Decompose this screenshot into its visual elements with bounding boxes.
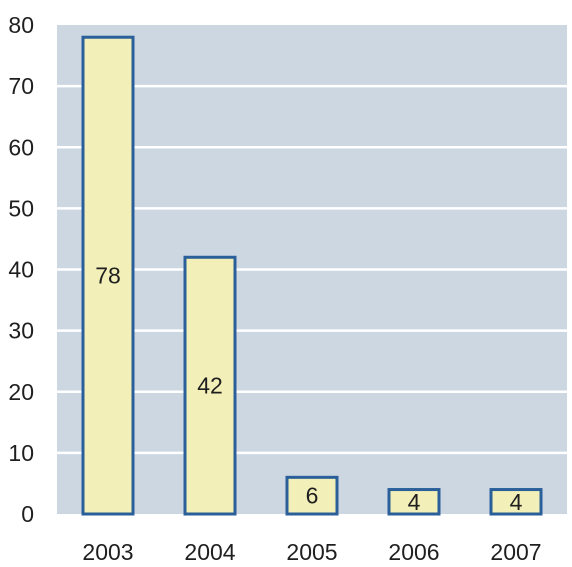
y-tick-label-20: 20 <box>8 379 34 405</box>
y-tick-label-40: 40 <box>8 257 34 283</box>
y-tick-label-50: 50 <box>8 195 34 221</box>
y-tick-label-70: 70 <box>8 73 34 99</box>
x-tick-label-2006: 2006 <box>388 539 439 565</box>
y-tick-label-30: 30 <box>8 318 34 344</box>
x-tick-label-2005: 2005 <box>286 539 337 565</box>
x-tick-label-2003: 2003 <box>82 539 133 565</box>
bar-2005 <box>285 475 339 516</box>
data-label-2005: 6 <box>306 483 319 509</box>
y-tick-label-10: 10 <box>8 440 34 466</box>
bar-2003 <box>81 35 135 516</box>
x-axis: 2003 2004 2005 2006 2007 <box>82 539 541 565</box>
data-label-2003: 78 <box>95 263 121 289</box>
y-tick-label-0: 0 <box>21 501 34 527</box>
data-label-2004: 42 <box>197 373 223 399</box>
bar-2006 <box>387 488 441 516</box>
y-tick-label-80: 80 <box>8 12 34 38</box>
bar-2007 <box>489 488 543 516</box>
data-label-2006: 4 <box>408 489 421 515</box>
y-axis: 0 10 20 30 40 50 60 70 80 <box>8 12 34 527</box>
y-tick-label-60: 60 <box>8 134 34 160</box>
bars: 78 42 6 4 4 <box>81 35 543 516</box>
x-tick-label-2004: 2004 <box>184 539 235 565</box>
x-tick-label-2007: 2007 <box>490 539 541 565</box>
data-label-2007: 4 <box>510 489 523 515</box>
gridlines <box>57 84 567 455</box>
bar-2004 <box>183 255 237 516</box>
